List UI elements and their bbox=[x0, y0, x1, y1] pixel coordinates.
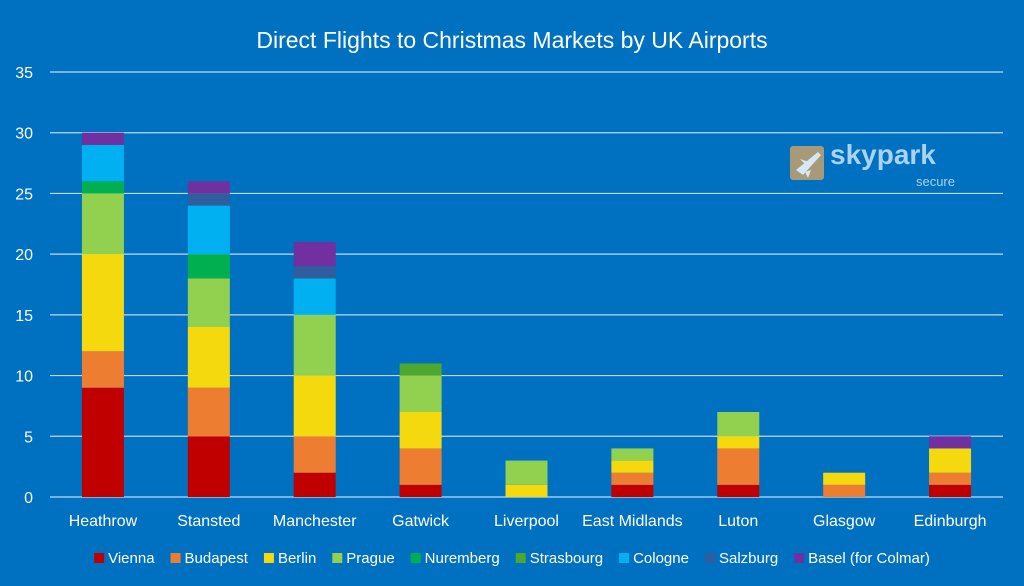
bar-segment-prague-heathrow bbox=[81, 193, 124, 255]
legend-swatch bbox=[332, 553, 343, 563]
bar-segment-cologne-stansted bbox=[187, 205, 230, 255]
x-tick-label: Edinburgh bbox=[914, 513, 987, 530]
bar-segment-salzburg-manchester bbox=[293, 266, 336, 279]
bar-segment-vienna-heathrow bbox=[81, 387, 124, 497]
bar-segment-berlin-edinburgh bbox=[929, 448, 972, 473]
bar-segment-vienna-luton bbox=[717, 484, 760, 497]
bar-segment-basel-for-colmar--heathrow bbox=[81, 132, 124, 145]
bar-segment-prague-gatwick bbox=[399, 375, 442, 412]
legend-swatch bbox=[515, 553, 526, 563]
bar-segment-vienna-edinburgh bbox=[929, 484, 972, 497]
legend-swatch bbox=[263, 553, 274, 563]
x-tick-label: Luton bbox=[718, 513, 758, 530]
legend-swatch bbox=[410, 553, 421, 563]
skypark-logo: skypark secure bbox=[790, 139, 955, 189]
y-axis-ticks: 0 5 10 15 20 25 30 35 bbox=[15, 65, 33, 507]
bar-segment-prague-manchester bbox=[293, 314, 336, 376]
x-tick-label: Stansted bbox=[177, 513, 240, 530]
legend-label: Basel (for Colmar) bbox=[808, 550, 930, 567]
logo-text: skypark bbox=[830, 139, 936, 170]
legend-swatch bbox=[170, 553, 181, 563]
x-axis-ticks: Heathrow Stansted Manchester Gatwick Liverpo… bbox=[69, 513, 987, 530]
bar-segment-budapest-heathrow bbox=[81, 351, 124, 388]
y-tick-label: 20 bbox=[15, 247, 33, 264]
bar-segment-berlin-liverpool bbox=[505, 484, 548, 497]
bar-segment-basel-for-colmar--edinburgh bbox=[929, 436, 972, 449]
y-tick-label: 10 bbox=[15, 369, 33, 386]
chart-title: Direct Flights to Christmas Markets by U… bbox=[256, 27, 767, 53]
x-tick-label: Liverpool bbox=[494, 513, 559, 530]
bar-segment-budapest-gatwick bbox=[399, 448, 442, 485]
legend-label: Prague bbox=[346, 550, 394, 567]
bar-segment-budapest-stansted bbox=[187, 387, 230, 437]
logo-subtext: secure bbox=[916, 174, 955, 189]
legend: Vienna Budapest Berlin Prague Nuremberg Stras… bbox=[94, 550, 930, 567]
bar-segment-vienna-gatwick bbox=[399, 484, 442, 497]
bar-segment-berlin-stansted bbox=[187, 327, 230, 388]
bar-segment-berlin-heathrow bbox=[81, 254, 124, 352]
bar-segment-berlin-luton bbox=[717, 436, 760, 449]
y-tick-label: 15 bbox=[15, 308, 33, 325]
bar-segment-prague-stansted bbox=[187, 278, 230, 327]
bar-segment-strasbourg-gatwick bbox=[399, 363, 442, 376]
y-tick-label: 35 bbox=[15, 65, 33, 82]
legend-label: Cologne bbox=[633, 550, 689, 567]
bar-segment-budapest-edinburgh bbox=[929, 472, 972, 485]
legend-swatch bbox=[704, 553, 715, 563]
legend-label: Strasbourg bbox=[530, 550, 603, 567]
bar-segment-nuremberg-heathrow bbox=[81, 181, 124, 194]
bar-segment-budapest-glasgow bbox=[823, 484, 866, 497]
bar-segment-berlin-east-midlands bbox=[611, 460, 654, 473]
y-tick-label: 25 bbox=[15, 186, 33, 203]
legend-label: Berlin bbox=[278, 550, 316, 567]
bar-segment-salzburg-stansted bbox=[187, 193, 230, 206]
legend-swatch bbox=[94, 553, 105, 563]
x-tick-label: Heathrow bbox=[69, 513, 138, 530]
x-tick-label: Glasgow bbox=[813, 513, 876, 530]
y-tick-label: 30 bbox=[15, 126, 33, 143]
bar-segment-prague-liverpool bbox=[505, 460, 548, 485]
bar-segment-vienna-stansted bbox=[187, 436, 230, 497]
legend-label: Vienna bbox=[108, 550, 155, 567]
legend-swatch bbox=[619, 553, 630, 563]
y-tick-label: 5 bbox=[24, 429, 33, 446]
legend-label: Nuremberg bbox=[425, 550, 500, 567]
bar-segment-berlin-glasgow bbox=[823, 472, 866, 485]
legend-label: Salzburg bbox=[719, 550, 778, 567]
bar-segment-budapest-manchester bbox=[293, 436, 336, 473]
legend-swatch bbox=[794, 553, 805, 563]
bar-segment-cologne-manchester bbox=[293, 278, 336, 315]
bar-segment-basel-for-colmar--stansted bbox=[187, 181, 230, 194]
bar-segment-budapest-east-midlands bbox=[611, 472, 654, 485]
bar-segment-berlin-manchester bbox=[293, 375, 336, 437]
bar-segment-budapest-luton bbox=[717, 448, 760, 485]
bar-segment-vienna-east-midlands bbox=[611, 484, 654, 497]
x-tick-label: Gatwick bbox=[392, 513, 450, 530]
legend-label: Budapest bbox=[185, 550, 249, 567]
bar-segment-prague-east-midlands bbox=[611, 448, 654, 461]
bar-segment-prague-luton bbox=[717, 412, 760, 437]
bar-segment-nuremberg-stansted bbox=[187, 254, 230, 279]
y-tick-label: 0 bbox=[24, 490, 33, 507]
bars bbox=[81, 132, 972, 497]
x-tick-label: Manchester bbox=[273, 513, 357, 530]
bar-segment-cologne-heathrow bbox=[81, 144, 124, 182]
bar-segment-basel-for-colmar--manchester bbox=[293, 242, 336, 267]
x-tick-label: East Midlands bbox=[582, 513, 683, 530]
bar-segment-berlin-gatwick bbox=[399, 412, 442, 449]
bar-segment-vienna-manchester bbox=[293, 472, 336, 497]
